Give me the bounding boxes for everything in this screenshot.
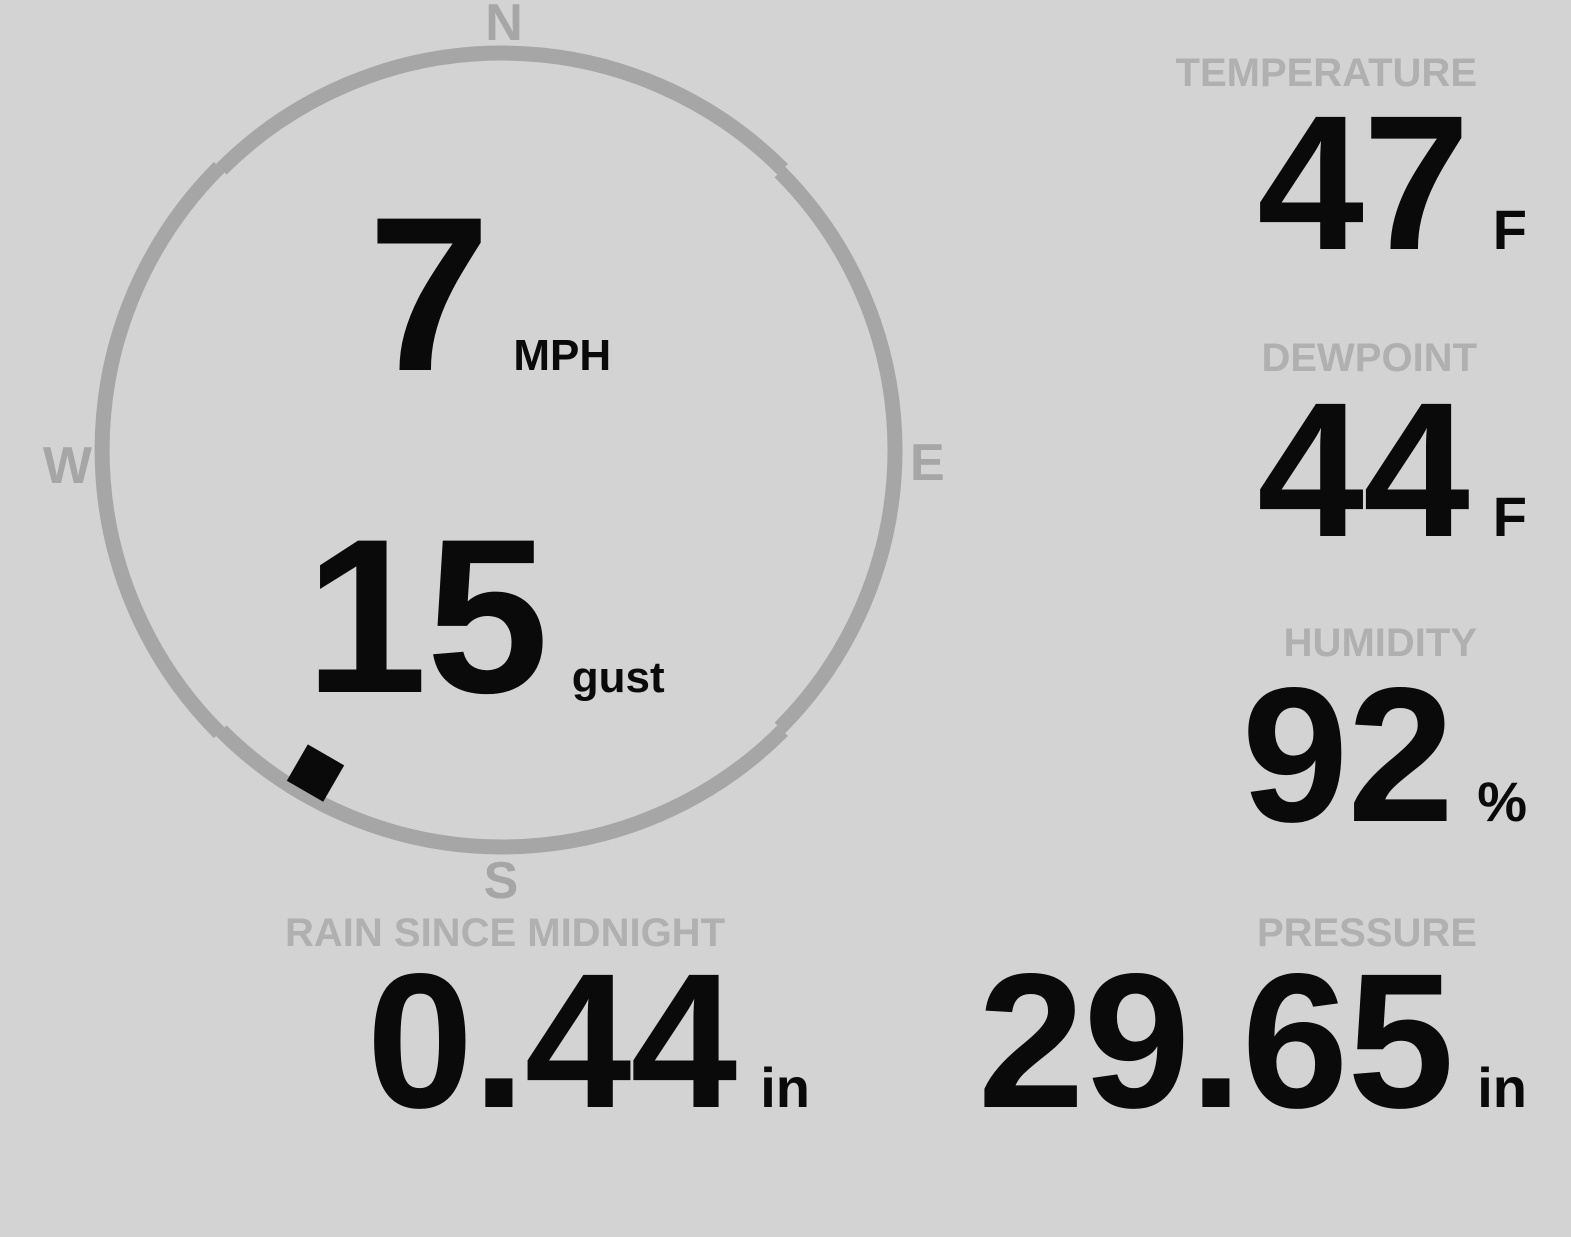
wind-speed: 7 MPH <box>368 184 611 404</box>
rain-unit: in <box>760 1056 810 1119</box>
compass-cardinal-west: W <box>43 437 93 495</box>
compass-ring-arc-north <box>216 45 788 175</box>
wind-compass: N E S W <box>43 0 945 910</box>
pressure-label: PRESSURE <box>1256 911 1477 955</box>
compass-ring-arc-west <box>94 161 225 739</box>
humidity-unit: % <box>1477 770 1527 833</box>
dewpoint-reading: 44 F <box>1257 374 1527 566</box>
compass-ring-arc-south <box>216 725 788 855</box>
pressure-unit: in <box>1477 1056 1527 1119</box>
humidity-reading: 92 % <box>1242 659 1527 851</box>
wind-gust: 15 gust <box>305 506 665 726</box>
wind-direction-indicator-group <box>286 744 345 802</box>
dewpoint-label: DEWPOINT <box>1261 336 1477 380</box>
compass-cardinal-north: N <box>485 0 523 52</box>
wind-gust-value: 15 <box>305 493 549 739</box>
compass-cardinal-south: S <box>484 852 519 910</box>
rain-reading: 0.44 in <box>367 945 810 1137</box>
rain-value: 0.44 <box>366 933 738 1148</box>
wind-direction-indicator <box>286 744 345 802</box>
rain-label: RAIN SINCE MIDNIGHT <box>285 911 725 955</box>
dewpoint-unit: F <box>1492 485 1527 548</box>
dewpoint-value: 44 <box>1257 362 1470 577</box>
pressure-value: 29.65 <box>977 933 1454 1148</box>
compass-ring-arc-east <box>774 166 903 734</box>
wind-speed-value: 7 <box>368 171 490 417</box>
humidity-value: 92 <box>1241 647 1455 862</box>
compass-ring <box>94 45 903 855</box>
compass-cardinal-east: E <box>910 434 945 492</box>
wind-speed-unit: MPH <box>513 331 612 380</box>
humidity-label: HUMIDITY <box>1283 621 1477 665</box>
temperature-unit: F <box>1492 198 1527 261</box>
temperature-value: 47 <box>1257 75 1470 290</box>
temperature-label: TEMPERATURE <box>1175 51 1477 95</box>
wind-gust-unit: gust <box>571 653 665 702</box>
pressure-reading: 29.65 in <box>978 945 1527 1137</box>
temperature-reading: 47 F <box>1257 87 1527 279</box>
